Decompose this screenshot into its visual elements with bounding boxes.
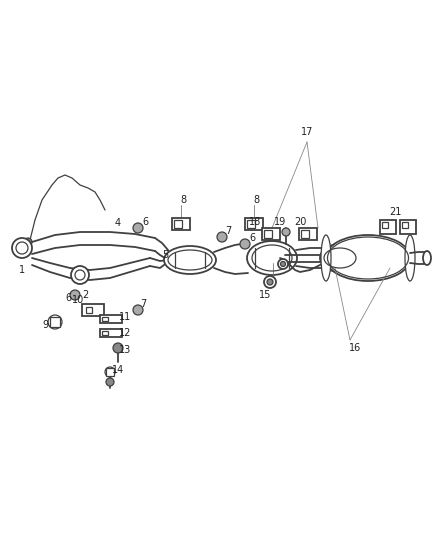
Text: 11: 11 <box>119 312 131 322</box>
Text: 4: 4 <box>115 218 121 228</box>
FancyBboxPatch shape <box>262 228 280 240</box>
Circle shape <box>24 238 32 246</box>
Circle shape <box>106 378 114 386</box>
Text: 21: 21 <box>389 207 401 217</box>
FancyBboxPatch shape <box>299 228 317 240</box>
Text: 6: 6 <box>249 233 255 243</box>
Text: 19: 19 <box>274 217 286 227</box>
Circle shape <box>133 305 143 315</box>
Text: 5: 5 <box>162 250 168 260</box>
FancyBboxPatch shape <box>106 368 114 376</box>
FancyBboxPatch shape <box>50 317 60 327</box>
FancyBboxPatch shape <box>172 218 190 230</box>
Circle shape <box>217 232 227 242</box>
FancyBboxPatch shape <box>400 220 416 234</box>
Text: 7: 7 <box>140 299 146 309</box>
Text: 15: 15 <box>259 290 271 300</box>
Circle shape <box>12 238 32 258</box>
FancyBboxPatch shape <box>100 315 122 323</box>
Circle shape <box>113 343 123 353</box>
Circle shape <box>280 262 286 266</box>
Ellipse shape <box>321 235 331 281</box>
Circle shape <box>133 223 143 233</box>
Ellipse shape <box>164 246 216 274</box>
Text: 10: 10 <box>72 295 84 305</box>
Circle shape <box>70 290 80 300</box>
Ellipse shape <box>405 235 415 281</box>
Text: 6: 6 <box>142 217 148 227</box>
Ellipse shape <box>325 235 410 281</box>
Circle shape <box>267 279 273 285</box>
Circle shape <box>71 266 89 284</box>
Text: 20: 20 <box>294 217 306 227</box>
Text: 8: 8 <box>253 195 259 205</box>
Text: 7: 7 <box>225 226 231 236</box>
Ellipse shape <box>247 241 297 275</box>
Text: 9: 9 <box>42 320 48 330</box>
Circle shape <box>75 270 85 280</box>
Text: 8: 8 <box>180 195 186 205</box>
FancyBboxPatch shape <box>380 220 396 234</box>
Circle shape <box>240 239 250 249</box>
Ellipse shape <box>320 244 360 272</box>
Text: 16: 16 <box>349 343 361 353</box>
Circle shape <box>16 242 28 254</box>
Circle shape <box>282 228 290 236</box>
Text: 12: 12 <box>119 328 131 338</box>
Ellipse shape <box>423 251 431 265</box>
Text: 18: 18 <box>249 217 261 227</box>
Circle shape <box>48 315 62 329</box>
Circle shape <box>278 259 288 269</box>
Circle shape <box>264 276 276 288</box>
Text: 6: 6 <box>65 293 71 303</box>
Text: 17: 17 <box>301 127 313 137</box>
FancyBboxPatch shape <box>82 304 104 316</box>
Text: 14: 14 <box>112 365 124 375</box>
FancyBboxPatch shape <box>245 218 263 230</box>
Text: 2: 2 <box>82 290 88 300</box>
FancyBboxPatch shape <box>100 329 122 337</box>
Circle shape <box>105 367 115 377</box>
Text: 1: 1 <box>19 265 25 275</box>
Text: 13: 13 <box>119 345 131 355</box>
